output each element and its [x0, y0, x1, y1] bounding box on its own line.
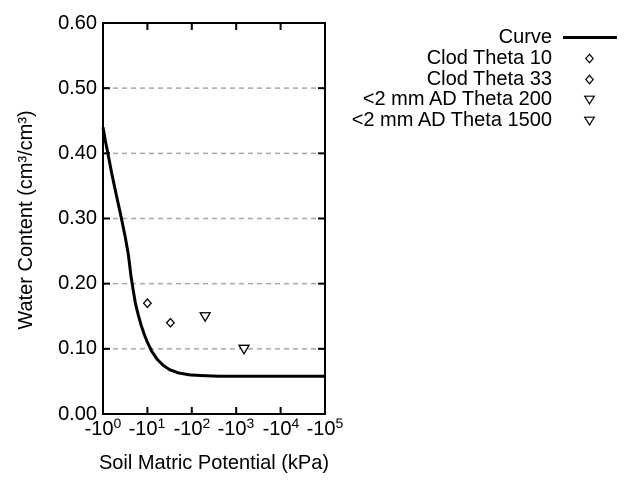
y-tick-label: 0.40	[58, 142, 97, 164]
open-diamond-icon	[552, 69, 627, 90]
curve-line-sample-icon	[552, 27, 627, 48]
legend-item-curve: Curve	[297, 27, 627, 48]
x-tick-label: -101	[128, 415, 166, 442]
data-point-diamond	[165, 317, 176, 328]
x-tick-label: -100	[84, 415, 122, 442]
x-tick-exponent: 4	[291, 415, 300, 431]
legend-item-clod-theta-10: Clod Theta 10	[297, 46, 627, 69]
x-tick-exponent: 0	[113, 415, 122, 431]
x-tick-base: -10	[128, 418, 158, 440]
legend-item-2mm-ad-theta-200: <2 mm AD Theta 200	[297, 89, 627, 110]
open-triangle-down-icon	[552, 110, 627, 131]
legend-label: <2 mm AD Theta 200	[362, 88, 552, 111]
legend-item-2mm-ad-theta-1500: <2 mm AD Theta 1500	[297, 110, 627, 131]
x-tick-base: -10	[306, 418, 336, 440]
x-tick-base: -10	[173, 418, 203, 440]
x-tick-exponent: 5	[335, 415, 344, 431]
x-tick-exponent: 3	[246, 415, 255, 431]
data-point-triangle-down	[237, 344, 251, 356]
legend-label: Curve	[498, 26, 552, 48]
legend-item-clod-theta-33: Clod Theta 33	[297, 67, 627, 90]
open-diamond-icon	[552, 48, 627, 69]
y-tick-label: 0.50	[58, 77, 97, 99]
y-tick-label: 0.20	[58, 272, 97, 294]
y-axis-title: Water Content (cm³/cm³)	[15, 110, 37, 330]
x-tick-label: -103	[217, 415, 255, 442]
legend: Curve Clod Theta 10 Clod Theta 33 <2 mm …	[297, 27, 627, 131]
legend-label: <2 mm AD Theta 1500	[351, 109, 552, 132]
y-tick-label: 0.10	[58, 337, 97, 359]
x-tick-exponent: 2	[202, 415, 211, 431]
y-tick-label: 0.00	[58, 403, 97, 425]
data-point-diamond	[142, 298, 153, 309]
x-tick-base: -10	[84, 418, 114, 440]
open-triangle-down-icon	[552, 89, 627, 110]
legend-label: Clod Theta 10	[426, 46, 552, 69]
x-tick-base: -10	[262, 418, 292, 440]
x-axis-title: Soil Matric Potential (kPa)	[98, 452, 330, 474]
data-point-triangle-down	[199, 312, 212, 323]
y-tick-label: 0.60	[58, 12, 97, 34]
y-tick-label: 0.30	[58, 207, 97, 229]
x-tick-label: -105	[306, 415, 344, 442]
x-tick-label: -104	[262, 415, 300, 442]
retention-curve-line	[101, 127, 325, 378]
x-tick-exponent: 1	[157, 415, 166, 431]
legend-label: Clod Theta 33	[426, 67, 552, 90]
x-tick-label: -102	[173, 415, 211, 442]
x-tick-base: -10	[217, 418, 247, 440]
